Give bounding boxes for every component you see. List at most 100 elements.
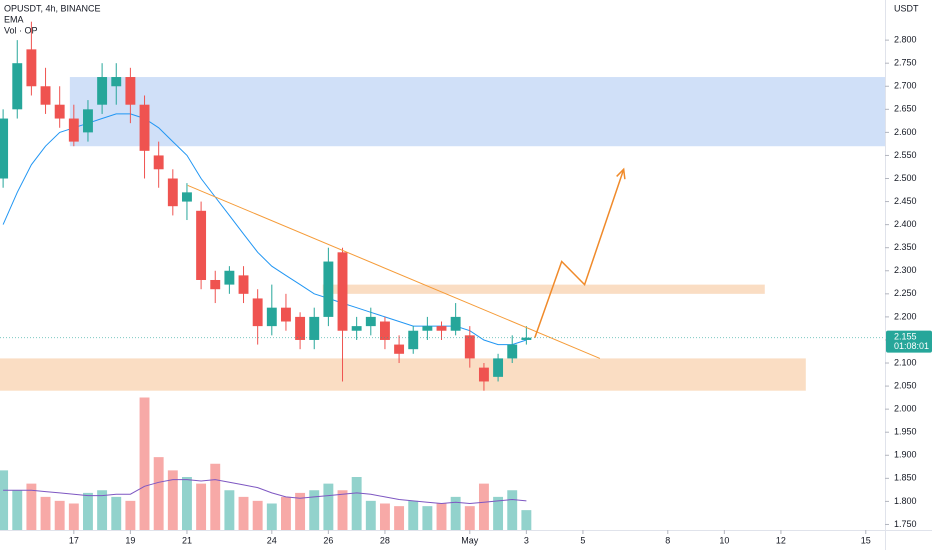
x-tick-label: 24 xyxy=(267,535,277,545)
y-tick-label: 1.750 xyxy=(894,519,917,529)
chart-title: OPUSDT, 4h, BINANCE xyxy=(4,3,101,13)
y-tick-label: 1.850 xyxy=(894,473,917,483)
y-tick-label: 2.100 xyxy=(894,357,917,367)
x-tick-label: 5 xyxy=(580,535,585,545)
last-price-label: 2.155 xyxy=(894,332,917,342)
y-tick-label: 2.050 xyxy=(894,380,917,390)
candle-body xyxy=(238,275,249,294)
y-tick-label: 2.200 xyxy=(894,311,917,321)
axis-unit: USDT xyxy=(894,3,919,13)
candle-body xyxy=(365,316,376,327)
x-tick-label: 21 xyxy=(182,535,192,545)
volume-bar xyxy=(493,496,504,530)
candle-body xyxy=(125,77,136,105)
volume-bar xyxy=(111,496,122,530)
zone xyxy=(69,77,886,147)
candle-body xyxy=(40,86,51,105)
candle-body xyxy=(464,335,475,359)
volume-bar xyxy=(12,490,23,530)
trend-line xyxy=(187,184,601,359)
candle-body xyxy=(26,49,37,87)
candle-body xyxy=(139,104,150,151)
volume-bar xyxy=(238,496,249,530)
volume-bar xyxy=(351,477,362,530)
volume-bar xyxy=(337,490,348,530)
y-tick-label: 1.900 xyxy=(894,450,917,460)
projection-path xyxy=(534,169,625,338)
volume-bar xyxy=(394,506,405,530)
volume-bar xyxy=(436,503,447,530)
volume-bar xyxy=(521,510,532,530)
x-tick-label: May xyxy=(461,535,479,545)
candle-body xyxy=(182,192,192,202)
y-tick-label: 2.700 xyxy=(894,81,917,91)
volume-bar xyxy=(280,496,291,530)
volume-bar xyxy=(422,506,433,530)
volume-bar xyxy=(295,492,306,530)
volume-bar xyxy=(68,503,79,530)
countdown-label: 01:08:01 xyxy=(894,341,929,351)
y-tick-label: 2.000 xyxy=(894,404,917,414)
candle-body xyxy=(196,210,207,280)
volume-bar xyxy=(153,457,164,530)
y-tick-label: 1.950 xyxy=(894,427,917,437)
y-tick-label: 2.650 xyxy=(894,104,917,114)
x-tick-label: 15 xyxy=(861,535,871,545)
candle-body xyxy=(224,270,235,285)
volume-bar xyxy=(139,397,150,530)
volume-bar xyxy=(266,503,277,530)
candle-body xyxy=(153,155,164,170)
candle-body xyxy=(521,337,532,340)
volume-bar xyxy=(26,483,37,530)
candle-body xyxy=(394,344,405,354)
volume-bar xyxy=(125,500,136,530)
candle-body xyxy=(295,316,306,340)
candle-body xyxy=(493,358,504,377)
y-tick-label: 2.450 xyxy=(894,196,917,206)
candle-body xyxy=(478,367,489,382)
candle-body xyxy=(266,307,277,327)
indicator-label: EMA xyxy=(4,14,24,24)
candle-body xyxy=(280,307,291,322)
x-tick-label: 26 xyxy=(323,535,333,545)
volume-bar xyxy=(182,477,192,530)
indicator-label: Vol · OP xyxy=(4,25,38,35)
y-tick-label: 2.800 xyxy=(894,35,917,45)
candle-body xyxy=(323,261,334,317)
volume-ma-line xyxy=(3,479,527,505)
volume-bar xyxy=(210,463,221,530)
y-tick-label: 1.800 xyxy=(894,496,917,506)
volume-bar xyxy=(379,503,390,530)
y-tick-label: 2.750 xyxy=(894,58,917,68)
candle-body xyxy=(351,326,362,331)
volume-bar xyxy=(252,500,263,530)
candle-body xyxy=(408,330,419,350)
x-tick-label: 8 xyxy=(665,535,670,545)
candle-body xyxy=(83,109,93,133)
zone xyxy=(322,284,765,294)
volume-bar xyxy=(507,490,518,530)
volume-bar xyxy=(464,506,475,530)
candle-body xyxy=(97,77,108,105)
candle-body xyxy=(337,252,348,331)
x-tick-label: 28 xyxy=(380,535,390,545)
candle-body xyxy=(167,178,178,207)
candle-body xyxy=(54,104,65,119)
candle-body xyxy=(379,321,390,340)
volume-bar xyxy=(323,483,334,530)
x-tick-label: 19 xyxy=(125,535,135,545)
candle-body xyxy=(210,279,221,290)
volume-bar xyxy=(224,490,235,530)
arrow-head xyxy=(616,167,626,180)
y-tick-label: 2.250 xyxy=(894,288,917,298)
zone xyxy=(0,358,806,391)
y-tick-label: 2.300 xyxy=(894,265,917,275)
y-tick-label: 2.350 xyxy=(894,242,917,252)
volume-bar xyxy=(40,496,51,530)
volume-bar xyxy=(478,483,489,530)
volume-bar xyxy=(97,490,108,530)
candle-body xyxy=(0,118,9,179)
candle-body xyxy=(12,63,23,110)
y-tick-label: 2.550 xyxy=(894,150,917,160)
